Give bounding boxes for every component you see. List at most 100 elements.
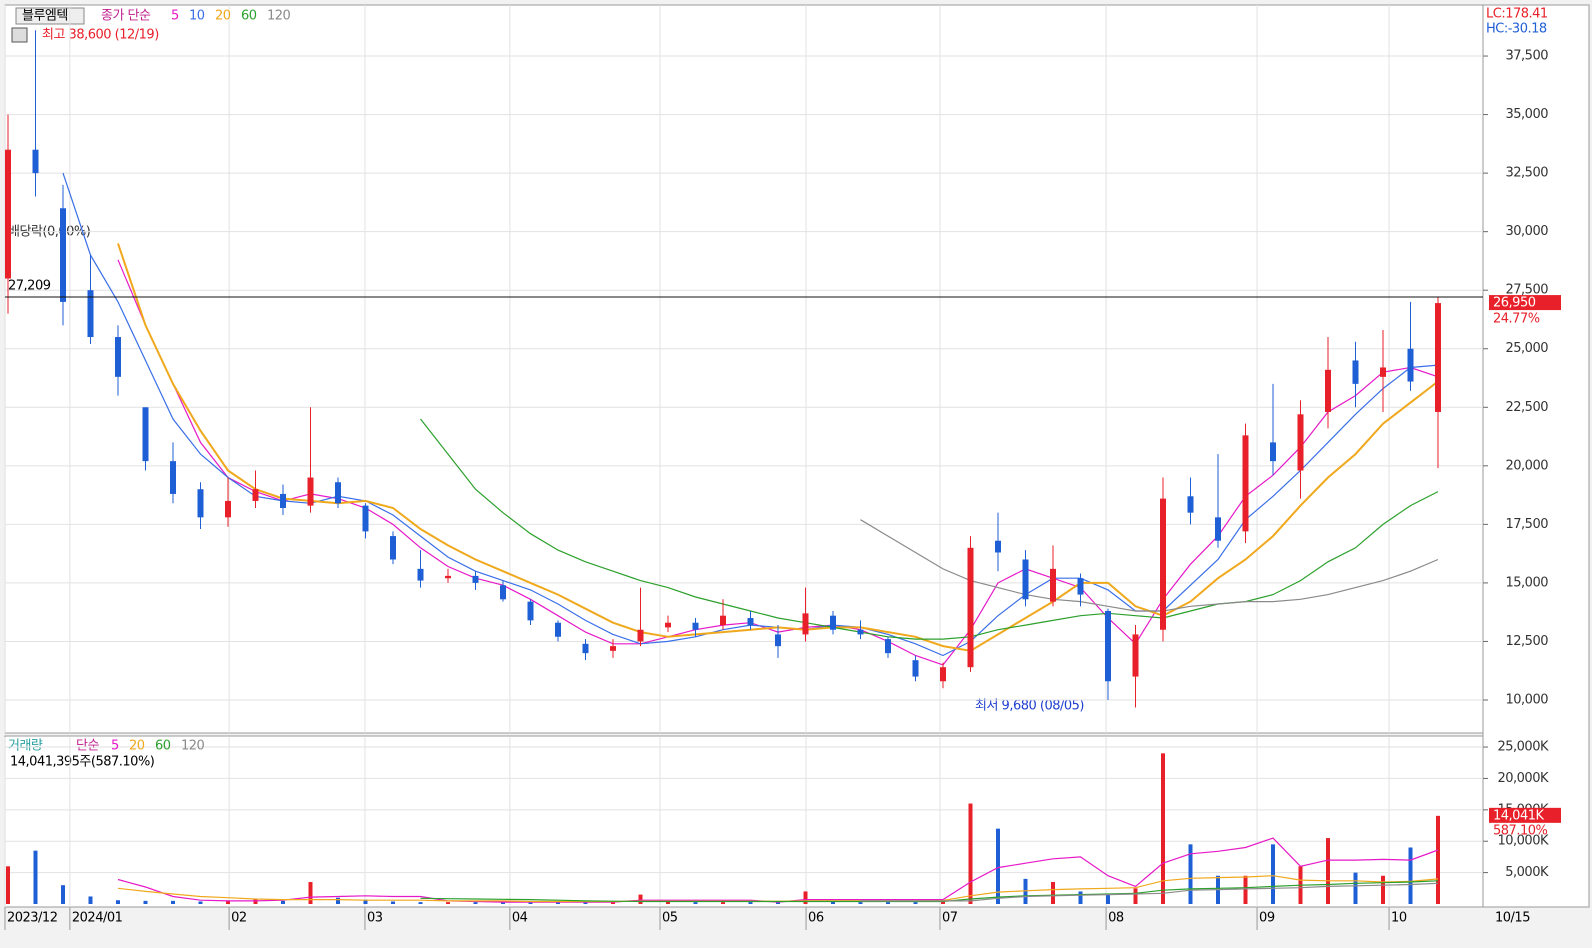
- volume-bar: [748, 902, 753, 904]
- volume-bar: [61, 885, 65, 904]
- volume-bar: [473, 902, 478, 904]
- volume-bar: [1436, 815, 1440, 904]
- legend-prefix: 종가 단순: [101, 9, 151, 24]
- volume-bar: [198, 901, 203, 904]
- value-axis-panel: [1482, 4, 1590, 908]
- candle-body: [335, 482, 341, 504]
- candle-body: [1132, 634, 1139, 677]
- y-tick-label: 27,500: [1506, 283, 1549, 298]
- y-tick-label: 22,500: [1506, 400, 1549, 415]
- candle-body: [417, 568, 424, 581]
- candle-body: [115, 337, 121, 377]
- ma-line: [420, 418, 1439, 640]
- volume-bar: [171, 900, 175, 904]
- volume-bar: [281, 900, 285, 904]
- title-box[interactable]: [15, 7, 85, 25]
- volume-bar: [391, 901, 395, 904]
- y-tick-label: 32,500: [1506, 166, 1549, 181]
- volume-bar: [803, 891, 808, 904]
- calendar-icon[interactable]: [11, 27, 28, 43]
- candle-body: [1270, 442, 1276, 462]
- volume-bar: [996, 828, 1000, 904]
- candle-body: [885, 639, 891, 654]
- volume-bar: [336, 897, 340, 904]
- candle-body: [582, 643, 589, 654]
- legend-item: 60: [155, 739, 171, 754]
- x-tick-label: 03: [367, 911, 383, 926]
- candle-body: [5, 149, 11, 279]
- candle-body: [1022, 559, 1029, 600]
- volume-bar: [501, 902, 505, 904]
- volume-bar: [721, 902, 725, 904]
- candle-body: [32, 149, 39, 174]
- volume-bar: [1161, 753, 1165, 904]
- last-price-box: [1489, 295, 1561, 311]
- volume-bar: [1381, 875, 1385, 904]
- candle-body: [692, 622, 699, 630]
- legend-item: 20: [215, 9, 231, 24]
- volume-bar: [913, 902, 918, 904]
- candle-body: [857, 629, 864, 635]
- candle-body: [995, 540, 1001, 553]
- candle-body: [555, 622, 561, 637]
- volume-bar: [1133, 888, 1138, 904]
- volume-bar: [446, 902, 450, 904]
- candle-body: [802, 613, 809, 635]
- candle-body: [527, 601, 534, 621]
- x-tick-label: 09: [1259, 911, 1275, 926]
- legend-item: 5: [171, 9, 179, 24]
- volume-bar: [666, 901, 670, 904]
- ma-line: [860, 882, 1439, 902]
- change-label: 24.77%: [1493, 312, 1540, 327]
- candle-body: [445, 575, 451, 579]
- y-tick-label: 20,000: [1506, 458, 1549, 473]
- y-tick-label: 20,000K: [1497, 771, 1548, 786]
- candle-body: [225, 500, 231, 518]
- volume-bar: [1051, 882, 1055, 904]
- candle-body: [1325, 369, 1331, 412]
- candle-body: [1077, 578, 1084, 595]
- candle-body: [500, 585, 506, 600]
- candle-body: [1297, 414, 1304, 471]
- candle-body: [912, 660, 919, 677]
- y-tick-label: 10,000: [1506, 692, 1549, 707]
- candle-body: [1352, 360, 1359, 384]
- reference-label: 27,209: [8, 279, 51, 294]
- y-tick-label: 5,000K: [1505, 865, 1549, 880]
- x-tick-label: 08: [1108, 911, 1124, 926]
- volume-bar: [693, 902, 698, 904]
- legend-item: 10: [189, 9, 205, 24]
- volume-bar: [33, 850, 38, 904]
- candle-body: [665, 622, 671, 628]
- volume-bar: [831, 901, 835, 904]
- volume-pane: [4, 735, 1484, 908]
- candle-body: [1050, 568, 1056, 602]
- hc-label: HC:-30.18: [1486, 22, 1547, 37]
- candle-body: [390, 536, 396, 560]
- volume-change-label: 587.10%: [1493, 823, 1547, 838]
- candle-body: [1187, 496, 1194, 513]
- candle-body: [1435, 303, 1441, 412]
- x-tick-label: 02: [231, 911, 247, 926]
- legend-item: 20: [129, 739, 145, 754]
- volume-bar: [418, 902, 423, 904]
- volume-bar: [363, 899, 368, 904]
- stock-name[interactable]: 블루엠텍: [22, 9, 68, 24]
- volume-legend-prefix: 단순: [76, 739, 99, 754]
- legend-item: 5: [111, 739, 119, 754]
- volume-bar: [226, 901, 230, 904]
- x-tick-label: 05: [662, 911, 678, 926]
- volume-bar: [1188, 844, 1193, 904]
- candle-body: [1215, 517, 1221, 541]
- legend-item: 120: [267, 9, 291, 24]
- x-tick-label: 2023/12: [7, 911, 58, 926]
- y-tick-label: 25,000: [1506, 341, 1549, 356]
- candle-body: [637, 629, 644, 642]
- volume-bar: [1353, 872, 1358, 904]
- volume-bar: [583, 902, 588, 904]
- volume-bar: [611, 902, 615, 904]
- candle-body: [720, 615, 726, 626]
- y-tick-label: 17,500: [1506, 517, 1549, 532]
- volume-bar: [528, 902, 533, 904]
- candle-body: [775, 634, 781, 647]
